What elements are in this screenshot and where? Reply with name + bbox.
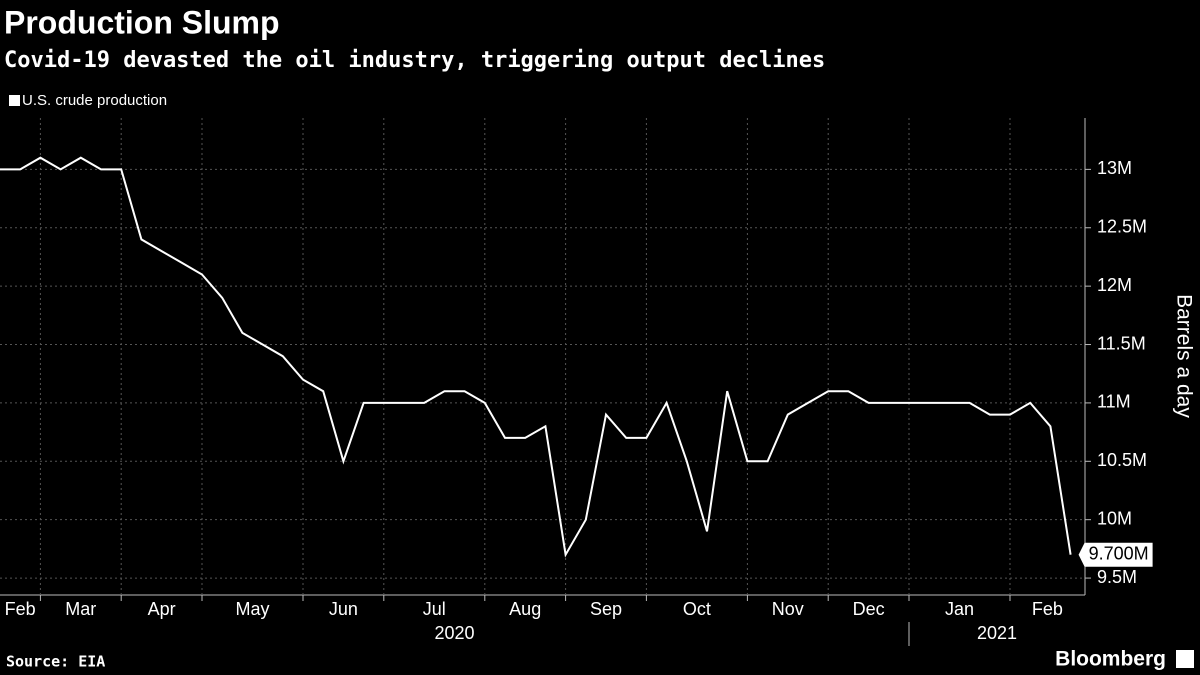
source: Source: EIA (6, 653, 105, 671)
year-label: 2021 (977, 623, 1017, 643)
brand-icon (1176, 650, 1194, 668)
x-tick-label: Feb (1032, 599, 1063, 619)
y-tick-label: 13M (1097, 158, 1132, 178)
x-tick-label: May (235, 599, 269, 619)
x-tick-label: Mar (65, 599, 96, 619)
x-tick-label: Jul (423, 599, 446, 619)
x-tick-label: Feb (5, 599, 36, 619)
x-tick-label: Nov (772, 599, 804, 619)
value-label-box (1078, 542, 1153, 567)
y-tick-label: 11.5M (1097, 333, 1146, 353)
chart-subtitle: Covid-19 devasted the oil industry, trig… (4, 48, 825, 73)
x-tick-label: Dec (853, 599, 885, 619)
y-tick-label: 11M (1097, 392, 1131, 412)
brand: Bloomberg (1055, 648, 1166, 671)
y-tick-label: 10.5M (1097, 450, 1147, 470)
x-tick-label: Jan (945, 599, 974, 619)
y-axis-label: Barrels a day (1172, 294, 1195, 418)
line (0, 156, 1072, 558)
legend-swatch (9, 95, 20, 106)
value-label: 9.700M (1089, 543, 1149, 563)
x-tick-label: Oct (683, 599, 711, 619)
y-tick-label: 9.5M (1097, 567, 1137, 587)
chart-title: Production Slump (4, 4, 280, 40)
x-tick-label: Aug (509, 599, 541, 619)
x-tick-label: Apr (148, 599, 176, 619)
y-tick-label: 12.5M (1097, 217, 1147, 237)
year-label: 2020 (434, 623, 474, 643)
x-tick-label: Jun (329, 599, 358, 619)
y-tick-label: 12M (1097, 275, 1132, 295)
legend-label: U.S. crude production (22, 92, 167, 109)
y-tick-label: 10M (1097, 508, 1132, 528)
x-tick-label: Sep (590, 599, 622, 619)
